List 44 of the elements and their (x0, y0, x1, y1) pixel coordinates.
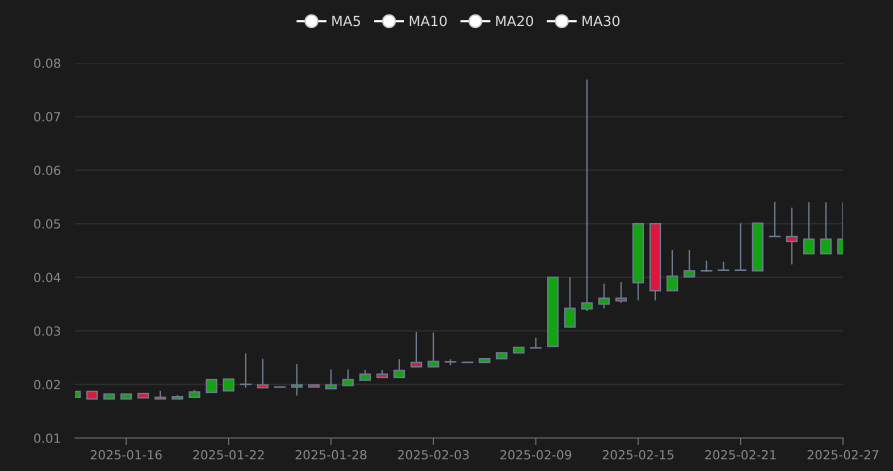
legend-label: MA20 (496, 16, 534, 26)
candlestick (700, 260, 712, 273)
x-tick-label: 2025-01-16 (90, 450, 162, 460)
candlestick (393, 358, 406, 378)
candlestick (206, 378, 218, 394)
y-tick-label: 0.02 (34, 380, 60, 390)
candlestick (222, 378, 234, 392)
candlestick (820, 202, 832, 254)
x-tick-label: 2025-01-22 (193, 450, 264, 460)
legend-label: MA30 (582, 16, 620, 26)
x-tick-label: 2025-02-21 (705, 450, 776, 460)
candlestick (786, 206, 798, 266)
candlestick (768, 201, 781, 238)
y-tick-label: 0.07 (34, 112, 60, 122)
x-tick-label: 2025-02-03 (398, 450, 469, 460)
y-tick-label: 0.01 (34, 433, 60, 443)
candlestick (291, 363, 303, 396)
candlestick (684, 249, 696, 278)
x-tick-label: 2025-02-15 (602, 450, 674, 460)
x-tick-label: 2025-01-28 (296, 450, 366, 460)
candlestick (598, 283, 610, 310)
candlestick (410, 331, 422, 368)
y-tick-label: 0.08 (34, 58, 60, 68)
y-tick-label: 0.05 (34, 219, 60, 229)
candlestick (734, 222, 746, 272)
candlestick (342, 368, 354, 386)
y-tick-label: 0.04 (34, 272, 60, 282)
candlestick (615, 281, 627, 304)
legend-label: MA10 (410, 16, 447, 26)
y-tick-label: 0.03 (34, 326, 60, 336)
candlestick (666, 249, 678, 292)
y-tick-label: 0.06 (34, 166, 60, 176)
candlestick (325, 368, 337, 390)
legend-label: MA5 (332, 16, 360, 26)
candlestick (240, 352, 252, 388)
candlestick (428, 332, 440, 368)
x-tick-label: 2025-02-09 (500, 450, 572, 460)
candlestick (581, 78, 593, 312)
candlestick (803, 202, 815, 254)
candlestick (530, 337, 542, 349)
candlestick (359, 369, 371, 381)
candlestick (256, 358, 269, 388)
candlestick (564, 276, 576, 328)
x-tick-label: 2025-02-27 (808, 450, 878, 460)
